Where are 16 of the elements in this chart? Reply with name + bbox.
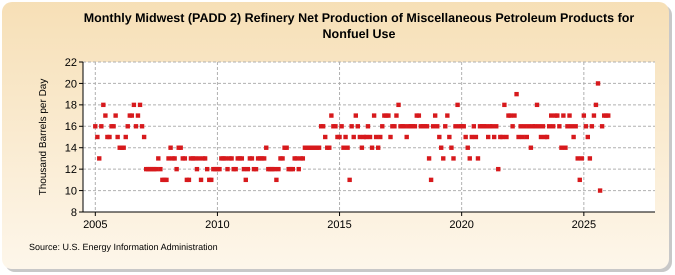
source-note: Source: U.S. Energy Information Administration <box>29 242 218 252</box>
y-tick-label: 22 <box>64 56 77 69</box>
y-tick-label: 16 <box>64 121 77 134</box>
x-tick-label: 2010 <box>205 219 230 231</box>
y-tick-label: 10 <box>64 185 77 198</box>
x-tick-label: 2025 <box>572 219 596 231</box>
x-tick-label: 2020 <box>449 219 474 231</box>
y-tick-label: 14 <box>64 142 77 155</box>
y-tick-label: 18 <box>64 100 77 112</box>
x-tick-label: 2005 <box>83 219 108 231</box>
x-tick-label: 2015 <box>327 219 352 231</box>
chart-title: Monthly Midwest (PADD 2) Refinery Net Production of Miscellaneous Petroleum Products for Nonfuel Use <box>84 11 634 41</box>
y-tick-label: 12 <box>64 164 77 176</box>
y-axis-title: Thousand Barrels per Day <box>38 78 49 196</box>
y-tick-label: 20 <box>64 78 77 90</box>
y-tick-label: 8 <box>70 206 77 219</box>
